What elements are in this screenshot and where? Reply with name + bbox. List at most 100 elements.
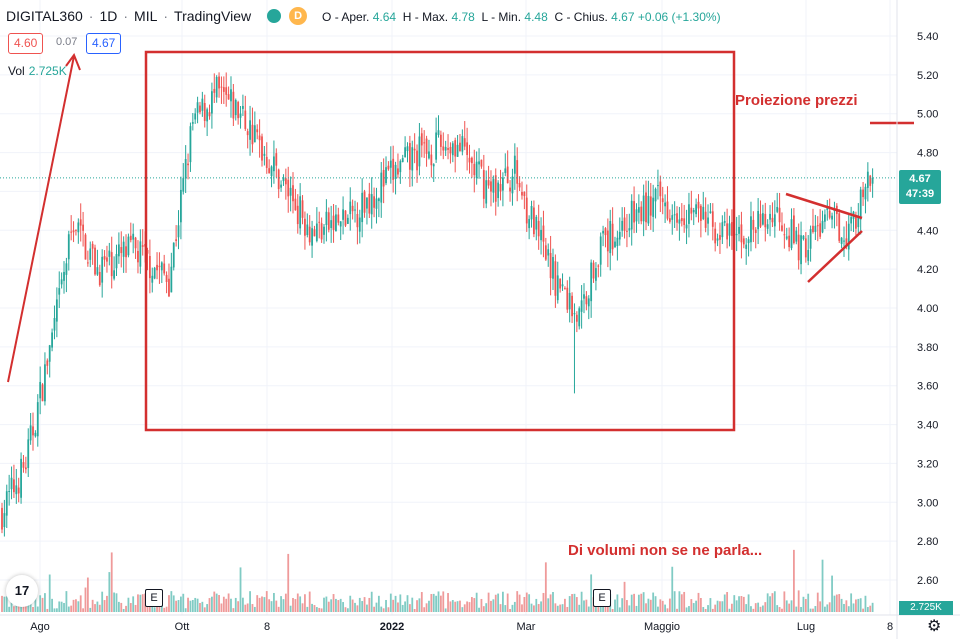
volume-bar xyxy=(172,595,175,612)
price-tick-label: 5.20 xyxy=(917,70,938,82)
candle-body xyxy=(423,142,426,144)
volume-bar xyxy=(139,594,142,612)
volume-bar xyxy=(490,600,492,612)
volume-bar xyxy=(523,597,526,612)
volume-bar xyxy=(296,593,299,612)
volume-bar xyxy=(284,593,287,612)
candle-body xyxy=(330,220,333,229)
volume-bar xyxy=(65,591,68,612)
earnings-badge[interactable]: E xyxy=(593,589,611,607)
candle-body xyxy=(547,249,550,256)
volume-bar xyxy=(673,591,676,612)
candle-body xyxy=(120,247,123,254)
candle-body xyxy=(96,267,99,275)
volume-bar xyxy=(661,600,664,612)
candle-body xyxy=(156,264,158,271)
volume-bar xyxy=(499,604,502,612)
volume-bar xyxy=(451,600,454,612)
volume-bar xyxy=(597,603,600,612)
volume-bar xyxy=(89,607,92,612)
volume-annotation[interactable]: Di volumi non se ne parla... xyxy=(568,542,763,559)
candle-body xyxy=(831,215,833,220)
volume-bar xyxy=(735,600,738,612)
candle-body xyxy=(506,166,509,184)
candle-body xyxy=(411,147,414,171)
ask-price[interactable]: 4.67 xyxy=(86,33,122,54)
volume-bar xyxy=(404,601,407,612)
candle-body xyxy=(351,205,354,212)
price-tick-label: 3.40 xyxy=(917,420,938,432)
volume-bar xyxy=(132,596,135,612)
volume-bar xyxy=(234,597,237,612)
price-tick-label: 4.00 xyxy=(917,303,938,315)
volume-bar xyxy=(859,598,862,612)
volume-bar xyxy=(113,592,116,612)
tradingview-logo-icon[interactable]: 17 xyxy=(6,575,38,607)
volume-bar xyxy=(692,603,695,612)
candle-body xyxy=(182,178,185,192)
volume-bar xyxy=(55,608,58,612)
candle-body xyxy=(220,86,223,88)
candle-body xyxy=(676,213,678,223)
volume-bar xyxy=(320,608,323,612)
interval[interactable]: 1D xyxy=(99,8,118,24)
volume-bar xyxy=(752,608,755,612)
candle-body xyxy=(89,248,92,260)
volume-bar xyxy=(487,592,490,612)
time-tick-label: Maggio xyxy=(644,621,680,633)
volume-bar xyxy=(8,606,11,612)
candle-body xyxy=(327,212,330,230)
candle-body xyxy=(578,308,581,327)
candle-body xyxy=(134,237,137,249)
volume-bar xyxy=(34,591,37,612)
candle-body xyxy=(399,161,402,173)
candle-body xyxy=(544,245,547,260)
earnings-badge[interactable]: E xyxy=(145,589,163,607)
bid-price[interactable]: 4.60 xyxy=(8,33,44,54)
candle-body xyxy=(346,217,349,224)
candle-body xyxy=(871,177,874,184)
candle-body xyxy=(342,209,344,220)
candle-body xyxy=(110,252,113,277)
volume-bar xyxy=(623,581,626,612)
volume-bar xyxy=(363,597,366,612)
candle-body xyxy=(332,215,335,230)
volume-bar xyxy=(220,603,223,612)
candle-body xyxy=(816,225,819,227)
candle-body xyxy=(380,172,383,203)
candle-body xyxy=(726,223,729,240)
candle-body xyxy=(730,222,733,236)
candle-body xyxy=(552,257,554,279)
volume-bar xyxy=(96,601,99,612)
volume-bar xyxy=(246,603,249,612)
volume-bar xyxy=(361,601,364,612)
triangle-lower-line xyxy=(807,230,863,283)
candle-body xyxy=(812,225,814,233)
annotations-drawings xyxy=(7,50,914,432)
candle-body xyxy=(766,224,769,229)
delayed-data-badge[interactable]: D xyxy=(289,7,308,25)
countdown: 47:39 xyxy=(905,188,935,200)
candle-body xyxy=(606,230,609,252)
time-tick-label: Ago xyxy=(30,621,50,633)
volume-bar xyxy=(411,597,414,612)
candle-body xyxy=(804,238,807,258)
candle-body xyxy=(213,88,216,93)
volume-bar xyxy=(84,587,87,612)
volume-bar xyxy=(685,607,688,612)
candle-body xyxy=(158,265,161,268)
symbol-name[interactable]: DIGITAL360 xyxy=(6,8,83,24)
projection-annotation[interactable]: Proiezione prezzi xyxy=(735,92,858,109)
open-value: 4.64 xyxy=(372,10,397,24)
volume-bar xyxy=(492,599,495,612)
candle-body xyxy=(234,100,237,116)
volume-bar xyxy=(719,601,721,612)
volume-bar xyxy=(385,599,387,612)
gear-icon[interactable]: ⚙ xyxy=(927,618,942,635)
volume-bar xyxy=(191,600,194,612)
candle-body xyxy=(869,175,872,186)
candle-body xyxy=(165,274,168,283)
volume-legend: Vol 2.725K xyxy=(8,64,67,78)
